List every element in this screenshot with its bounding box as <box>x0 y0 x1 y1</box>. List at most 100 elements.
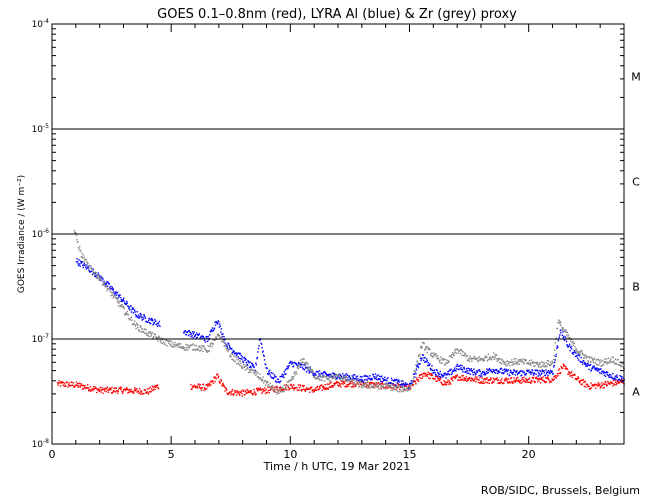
data-point <box>139 326 141 328</box>
data-point <box>286 367 288 370</box>
data-point <box>486 382 489 384</box>
data-point <box>484 374 486 376</box>
data-point <box>620 378 623 380</box>
data-point <box>542 376 544 378</box>
data-point <box>270 388 272 391</box>
data-point <box>196 348 198 350</box>
data-point <box>91 388 94 390</box>
data-point <box>390 389 392 392</box>
data-point <box>483 373 485 376</box>
data-point <box>611 356 613 358</box>
data-point <box>569 337 571 339</box>
data-point <box>73 229 75 232</box>
data-point <box>402 380 404 382</box>
data-point <box>578 380 580 382</box>
data-point <box>340 375 342 378</box>
data-point <box>496 360 498 362</box>
data-point <box>432 372 435 374</box>
data-point <box>553 378 555 380</box>
data-point <box>139 391 141 393</box>
data-point <box>153 388 155 391</box>
data-point <box>300 359 302 361</box>
data-point <box>204 347 206 350</box>
data-point <box>274 380 277 382</box>
data-point <box>253 366 255 369</box>
data-point <box>238 363 240 365</box>
data-point <box>414 381 417 383</box>
data-point <box>316 385 319 388</box>
data-point <box>117 300 119 302</box>
data-point <box>299 366 302 369</box>
data-point <box>583 362 585 364</box>
data-point <box>125 302 127 305</box>
data-point <box>602 370 604 372</box>
data-point <box>591 385 594 387</box>
data-point <box>589 363 592 366</box>
data-point <box>600 361 603 363</box>
data-point <box>356 375 359 377</box>
data-point <box>260 389 263 391</box>
data-point <box>380 386 382 388</box>
data-point <box>186 346 188 349</box>
data-point <box>285 386 287 388</box>
data-point <box>428 364 431 367</box>
data-point <box>345 376 348 378</box>
flare-class-label: C <box>632 176 640 189</box>
data-point <box>475 370 478 372</box>
data-point <box>496 369 498 371</box>
y-axis-label: GOES Irradiance / (W m⁻²) <box>17 175 27 293</box>
data-point <box>488 368 490 371</box>
data-point <box>301 389 303 391</box>
data-point <box>130 305 132 307</box>
data-point <box>519 381 521 384</box>
data-point <box>348 379 350 381</box>
data-point <box>263 359 266 361</box>
data-point <box>549 372 551 375</box>
data-point <box>495 378 498 380</box>
data-point <box>599 387 601 389</box>
data-point <box>603 383 606 385</box>
data-point <box>520 379 522 382</box>
data-point <box>594 369 596 371</box>
data-point <box>482 371 484 373</box>
data-point <box>220 341 223 343</box>
data-point <box>460 348 463 351</box>
data-point <box>330 374 332 376</box>
data-point <box>507 382 509 384</box>
data-point <box>202 383 205 385</box>
data-point <box>590 370 592 372</box>
data-point <box>266 382 268 384</box>
data-point <box>89 270 92 273</box>
data-point <box>97 272 99 274</box>
data-point <box>288 389 290 391</box>
data-point <box>94 271 96 273</box>
data-point <box>614 363 616 365</box>
data-point <box>549 369 552 372</box>
data-point <box>381 382 383 384</box>
data-point <box>237 356 239 358</box>
data-point <box>349 377 351 379</box>
data-point <box>368 383 371 385</box>
data-point <box>140 331 142 333</box>
data-point <box>452 354 454 356</box>
data-point <box>568 336 570 339</box>
data-point <box>453 353 455 355</box>
data-point <box>522 358 524 360</box>
data-point <box>173 346 176 348</box>
data-point <box>304 367 307 369</box>
data-point <box>156 325 159 327</box>
data-point <box>232 393 234 395</box>
data-point <box>208 350 210 352</box>
data-point <box>564 336 567 338</box>
data-point <box>615 383 617 386</box>
data-point <box>545 365 547 367</box>
flare-class-label: B <box>632 281 640 294</box>
data-point <box>431 369 434 371</box>
data-point <box>530 373 532 375</box>
series-goes-0-1-0-8nm <box>56 363 625 397</box>
data-point <box>324 372 326 374</box>
data-point <box>599 383 601 385</box>
data-point <box>419 347 422 349</box>
data-point <box>120 387 123 389</box>
data-point <box>588 368 590 371</box>
